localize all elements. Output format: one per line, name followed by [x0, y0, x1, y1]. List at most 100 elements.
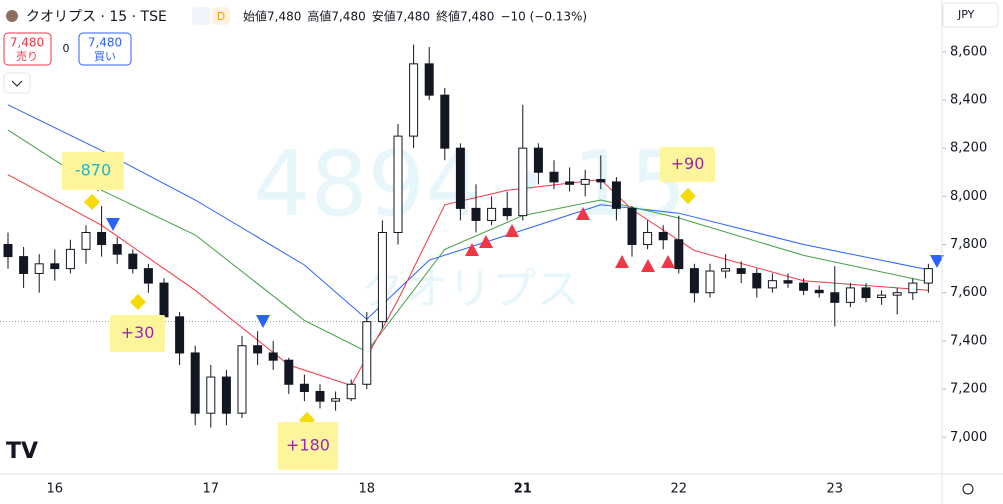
candle-body: [611, 181, 621, 209]
chevron: [11, 80, 23, 87]
buy-label: 買い: [94, 50, 116, 63]
candle-body: [705, 270, 715, 294]
candle-body: [799, 282, 809, 291]
interval: D: [217, 10, 225, 23]
candle-body: [19, 256, 29, 274]
candle-body: [767, 280, 777, 289]
x-tick-label: 22: [671, 482, 688, 497]
y-tick-label: 8,200: [950, 141, 987, 156]
candle-body: [674, 239, 684, 270]
annotation-label: +30: [121, 323, 155, 342]
buy-signal: [615, 255, 629, 268]
buy-price: 7,480: [88, 36, 122, 50]
sell-price: 7,480: [10, 36, 44, 50]
currency-button[interactable]: [942, 2, 999, 28]
y-tick-label: 7,800: [950, 237, 987, 252]
candle-body: [487, 207, 497, 221]
sell-signal: [106, 218, 120, 231]
sell-label: 売り: [16, 50, 38, 63]
candle-body: [159, 282, 169, 318]
ohlc-value: 安値7,480: [372, 9, 430, 24]
annotation-diamond: [680, 188, 696, 204]
moving-average: [7, 104, 929, 320]
candle-body: [206, 376, 216, 414]
candle-body: [923, 268, 933, 284]
annotation-diamond: [84, 194, 100, 210]
candle-body: [752, 272, 762, 289]
y-tick-label: 7,200: [950, 382, 987, 397]
candle-body: [658, 231, 668, 241]
x-tick-label: 21: [514, 482, 532, 497]
candle-body: [190, 352, 200, 414]
candle-body: [533, 147, 543, 173]
watermark-code: 4894・15: [253, 132, 687, 237]
buy-signal: [576, 207, 590, 220]
candle-body: [596, 178, 606, 183]
watermark-name: クオリプス: [360, 264, 580, 315]
annotation-box: [110, 315, 165, 352]
candle-body: [455, 147, 465, 209]
interval-badge[interactable]: [212, 7, 230, 25]
logo: TV: [6, 439, 38, 464]
y-tick-label: 8,000: [950, 189, 987, 204]
y-tick-label: 7,000: [950, 430, 987, 445]
buy-signal: [661, 255, 675, 268]
candle-body: [50, 263, 60, 270]
settings-icon[interactable]: [962, 483, 974, 495]
candle-body: [81, 231, 91, 250]
candle-body: [221, 376, 231, 414]
collapse-button[interactable]: [3, 72, 31, 94]
candle-body: [861, 287, 871, 299]
x-tick-label: 16: [47, 482, 64, 497]
buy-signal: [641, 259, 655, 272]
symbol-icon: [6, 10, 18, 22]
candle-body: [565, 181, 575, 185]
buy-signal: [479, 235, 493, 248]
annotation-label: +180: [286, 436, 330, 455]
candle-body: [814, 289, 824, 294]
candle-body: [393, 135, 403, 233]
ohlc-value: 高値7,480: [307, 9, 365, 24]
toggle[interactable]: [192, 7, 210, 25]
buy-signal: [505, 224, 519, 237]
annotation-box: [278, 422, 338, 470]
plot: [0, 44, 946, 438]
sell-signal: [256, 315, 270, 328]
candle-body: [440, 94, 450, 149]
annotation-label: +90: [671, 154, 705, 173]
candle-body: [736, 268, 746, 274]
x-tick-label: 17: [203, 482, 220, 497]
ohlc-value: −10 (−0.13%): [500, 10, 587, 24]
candle-body: [689, 268, 699, 294]
candle-body: [643, 231, 653, 246]
candle-body: [362, 321, 372, 385]
annotation-box: [62, 152, 124, 190]
y-tick-label: 8,600: [950, 44, 987, 59]
sell-button[interactable]: [3, 32, 52, 66]
candle-body: [175, 316, 185, 354]
candle-body: [409, 63, 419, 137]
candle-body: [721, 268, 731, 272]
x-tick-label: 18: [359, 482, 376, 497]
candle-body: [3, 244, 13, 258]
candle-body: [580, 178, 590, 185]
candle-body: [377, 231, 387, 323]
ohlc: 始値7,480 高値7,480 安値7,480 終値7,480 −10 (−0.13%): [243, 9, 587, 24]
buy-button[interactable]: [78, 32, 132, 66]
y-tick-label: 7,600: [950, 285, 987, 300]
candle-body: [549, 171, 559, 183]
annotation-label: -870: [75, 161, 111, 180]
y-tick-label: 7,400: [950, 333, 987, 348]
moving-average: [7, 129, 929, 353]
x-tick-label: 23: [827, 482, 844, 497]
candle-body: [892, 292, 902, 296]
candle-body: [128, 253, 138, 270]
annotation-diamond: [130, 294, 146, 310]
candle-body: [502, 207, 512, 217]
candle-body: [331, 398, 341, 402]
candle-body: [346, 383, 356, 400]
candle-body: [845, 287, 855, 303]
quantity: 0: [63, 42, 70, 55]
